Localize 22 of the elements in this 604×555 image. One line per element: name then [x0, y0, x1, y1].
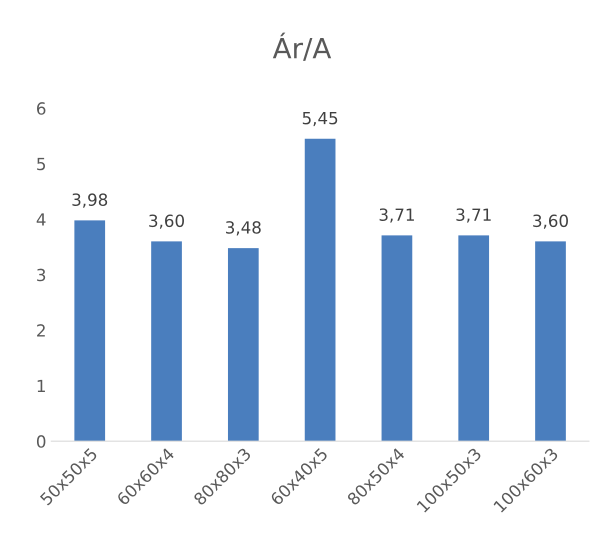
data-label: 5,45 — [302, 112, 338, 126]
bar — [74, 220, 106, 442]
data-label: 3,60 — [149, 214, 184, 229]
bar — [304, 138, 336, 442]
bar — [228, 248, 259, 442]
y-tick-label: 5 — [37, 158, 46, 170]
bar — [382, 235, 412, 442]
chart-title: Ár/A — [272, 32, 332, 61]
bar — [151, 241, 182, 442]
data-label: 3,60 — [533, 214, 568, 229]
y-tick-label: 2 — [37, 324, 45, 337]
y-tick-label: 6 — [37, 102, 46, 115]
y-tick-label: 3 — [37, 268, 46, 282]
bar — [458, 235, 490, 442]
data-label: 3,48 — [226, 221, 261, 236]
data-label: 3,71 — [380, 208, 414, 223]
y-tick-label: 4 — [36, 213, 46, 226]
data-label: 3,71 — [456, 208, 491, 223]
bar — [535, 241, 566, 442]
data-label: 3,98 — [72, 193, 108, 208]
y-tick-label: 1 — [38, 380, 45, 392]
y-tick-label: 0 — [36, 435, 46, 448]
